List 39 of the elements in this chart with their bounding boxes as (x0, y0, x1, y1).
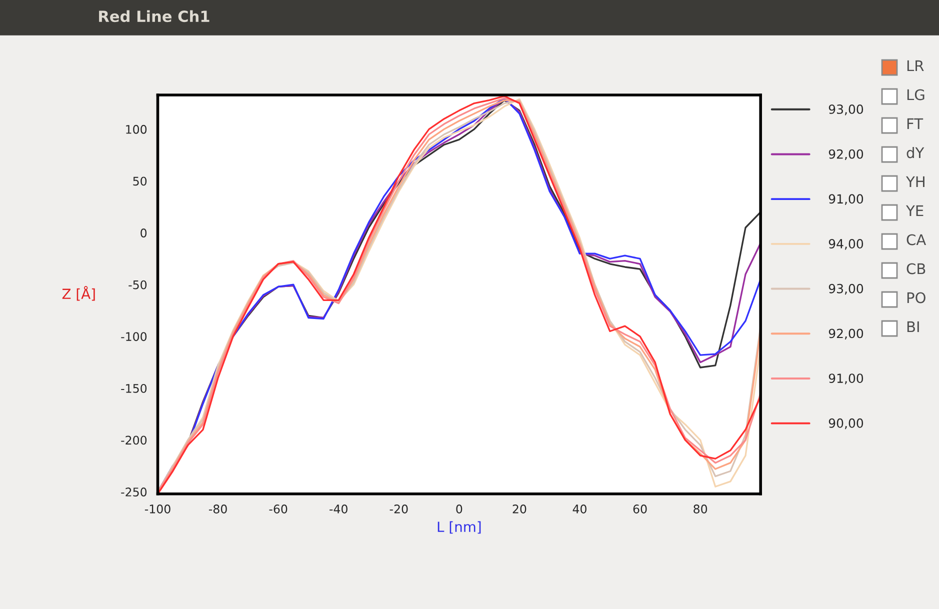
y-tick-label: -100 (121, 332, 147, 342)
x-tick-label: -80 (208, 504, 227, 514)
text: LG (907, 89, 924, 100)
x-tick-label: 80 (694, 504, 708, 514)
text: CB (906, 263, 926, 274)
text: YH (906, 176, 924, 188)
y-tick-label: 100 (126, 124, 147, 134)
y-tick-label: -50 (128, 280, 147, 290)
y-tick-label: -250 (121, 488, 147, 496)
text: CA (906, 234, 926, 246)
text: LR (907, 60, 924, 72)
x-tick-label: 60 (633, 504, 647, 514)
x-tick-label: -20 (390, 504, 408, 514)
y-tick-label: 50 (133, 176, 147, 186)
x-tick-label: -100 (144, 504, 170, 514)
legend-label: 93,00 (828, 284, 864, 295)
x-tick-label: 20 (512, 504, 526, 514)
legend-label: 92,00 (828, 328, 864, 340)
y-tick-label: -150 (121, 384, 147, 393)
y-tick-label: 0 (140, 228, 147, 238)
legend-label: 92,00 (828, 149, 864, 160)
legend-label: 94,00 (828, 239, 864, 250)
x-axis-title: L [nm] (438, 521, 481, 534)
y-tick-label: -200 (121, 436, 147, 445)
x-tick-label: 0 (456, 504, 462, 514)
text: YE (906, 205, 924, 216)
text: PO (907, 292, 926, 304)
legend-label: 91,00 (828, 374, 864, 384)
y-axis-title: Z [Å] (62, 286, 95, 301)
legend-label: 91,00 (828, 194, 864, 205)
x-tick-label: -60 (269, 504, 288, 514)
text: FT (907, 118, 924, 130)
text: dY (906, 146, 924, 158)
chart-title: Red Line Ch1 (99, 10, 210, 22)
legend-label: 93,00 (828, 104, 864, 116)
text: BI (907, 321, 919, 332)
x-tick-label: -40 (330, 504, 348, 514)
legend-label: 90,00 (828, 418, 864, 430)
x-tick-label: 40 (572, 504, 586, 514)
